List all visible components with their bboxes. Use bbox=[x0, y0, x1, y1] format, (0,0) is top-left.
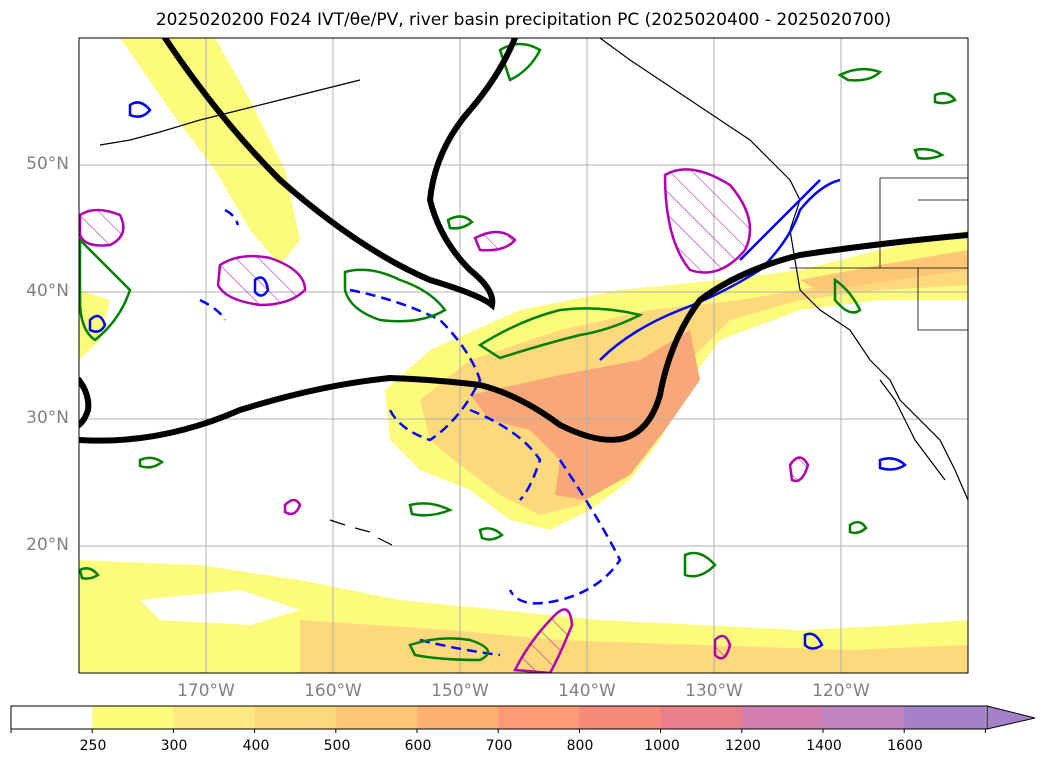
theta-e-layer bbox=[88, 101, 907, 657]
colorbar-tick-label: 250 bbox=[79, 738, 107, 754]
theta-e-dashed-4 bbox=[199, 298, 227, 321]
colorbar-tick-label: 700 bbox=[485, 738, 513, 754]
gridlines bbox=[79, 38, 968, 673]
precip-small-5 bbox=[478, 527, 504, 541]
precip-ne-1 bbox=[837, 67, 883, 82]
pv-contour-main bbox=[79, 232, 968, 444]
lat-label-20n: 20°N bbox=[26, 535, 69, 555]
colorbar-tick-label: 1600 bbox=[887, 738, 923, 754]
colorbar-tick-label: 1200 bbox=[725, 738, 761, 754]
theta-e-solid-2 bbox=[739, 179, 821, 261]
lon-label-160w: 160°W bbox=[304, 681, 362, 701]
lat-label-40n: 40°N bbox=[26, 281, 69, 301]
lon-label-170w: 170°W bbox=[177, 681, 235, 701]
theta-e-dashed-1 bbox=[349, 288, 482, 442]
pv-contour-west-small bbox=[79, 377, 92, 428]
colorbar-tick-label: 800 bbox=[566, 738, 594, 754]
theta-e-solid-wcentral bbox=[253, 276, 270, 297]
theta-e-dashed-2 bbox=[469, 408, 542, 501]
pv-region-northeast bbox=[663, 168, 752, 274]
precip-se bbox=[683, 551, 717, 578]
lon-label-120w: 120°W bbox=[812, 681, 870, 701]
precip-south-1 bbox=[408, 502, 454, 517]
theta-e-dashed-south bbox=[419, 638, 501, 657]
precip-plume bbox=[477, 307, 644, 360]
theta-e-solid-se bbox=[878, 457, 907, 471]
ivt-plume-core-2 bbox=[800, 250, 968, 292]
coastline-north-america bbox=[599, 38, 968, 501]
precip-w-low bbox=[79, 567, 100, 580]
colorbar-tick-label: 500 bbox=[323, 738, 351, 754]
pv-region-west bbox=[79, 208, 125, 247]
lon-label-140w: 140°W bbox=[558, 681, 616, 701]
precip-pc-layer bbox=[79, 42, 957, 662]
map-frame bbox=[78, 37, 969, 674]
colorbar-tick-label: 1400 bbox=[806, 738, 842, 754]
precip-mid bbox=[446, 215, 474, 230]
theta-e-solid-small bbox=[128, 101, 152, 118]
theta-e-dashed-5 bbox=[224, 208, 240, 226]
precip-coastal bbox=[833, 277, 862, 314]
ivt-gap-south bbox=[140, 590, 300, 625]
precip-ne-2 bbox=[933, 92, 957, 105]
pv-contour-northwest bbox=[162, 38, 518, 311]
colorbar-tick-label: 600 bbox=[404, 738, 432, 754]
precip-small-6 bbox=[848, 520, 868, 535]
precip-south-2 bbox=[408, 637, 490, 662]
precip-central bbox=[343, 268, 447, 323]
ivt-band-northwest bbox=[120, 38, 300, 265]
colorbar-tick-label: 400 bbox=[242, 738, 270, 754]
pv-region-south bbox=[513, 608, 574, 673]
lon-label-130w: 130°W bbox=[685, 681, 743, 701]
state-borders bbox=[790, 177, 968, 331]
precip-ne-3 bbox=[913, 147, 945, 160]
pv-small-1 bbox=[283, 498, 302, 516]
pv-small-3 bbox=[788, 456, 810, 483]
map-title: 2025020200 F024 IVT/θe/PV, river basin p… bbox=[155, 10, 892, 30]
lat-label-50n: 50°N bbox=[26, 154, 69, 174]
ivt-band-west bbox=[79, 290, 110, 360]
pv-region-mid bbox=[473, 230, 517, 252]
theta-e-dashed-3 bbox=[508, 459, 622, 605]
theta-e-solid-west bbox=[88, 314, 107, 333]
coastline-baja bbox=[879, 379, 946, 481]
precip-west bbox=[79, 237, 132, 342]
pv-small-2 bbox=[713, 634, 732, 660]
pv-hatch-layer bbox=[79, 168, 810, 673]
ivt-plume-core bbox=[470, 330, 700, 500]
precip-small-4 bbox=[138, 456, 165, 469]
pv-region-central-west bbox=[216, 254, 307, 307]
theta-e-solid-main bbox=[599, 178, 841, 361]
colorbar-tick-label: 300 bbox=[160, 738, 188, 754]
coastline-hawaii bbox=[329, 519, 393, 546]
lon-label-150w: 150°W bbox=[431, 681, 489, 701]
colorbar-tick-label: 1000 bbox=[644, 738, 680, 754]
lat-label-30n: 30°N bbox=[26, 408, 69, 428]
pv-contour-layer bbox=[79, 38, 968, 444]
theta-e-solid-sse bbox=[803, 632, 824, 650]
